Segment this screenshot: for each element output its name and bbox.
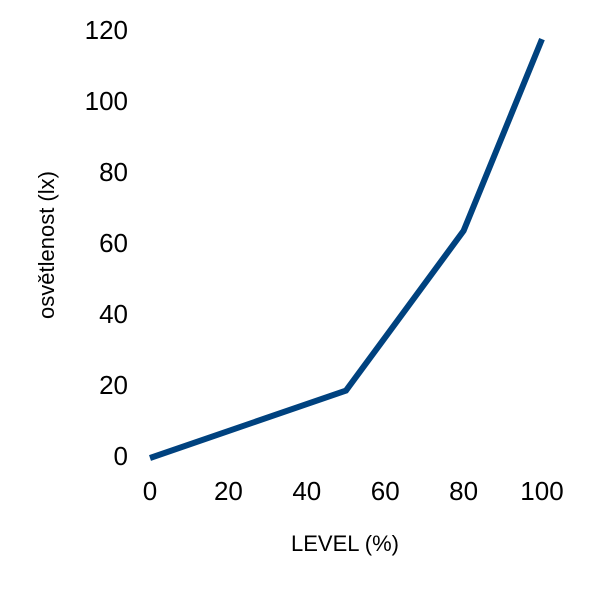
x-axis-title: LEVEL (%) [291,531,399,556]
y-tick-label: 100 [85,86,128,116]
y-tick-label: 0 [114,441,128,471]
data-line [149,37,545,461]
y-tick-label: 40 [99,299,128,329]
y-tick-label: 120 [85,15,128,45]
x-tick-label: 60 [371,476,400,506]
x-tick-label: 0 [143,476,157,506]
y-tick-label: 80 [99,157,128,187]
x-tick-label: 100 [520,476,563,506]
y-axis-title: osvětlenost (lx) [34,171,59,319]
x-tick-label: 80 [449,476,478,506]
x-tick-label: 40 [292,476,321,506]
x-tick-label: 20 [214,476,243,506]
y-tick-label: 20 [99,370,128,400]
y-tick-label: 60 [99,228,128,258]
